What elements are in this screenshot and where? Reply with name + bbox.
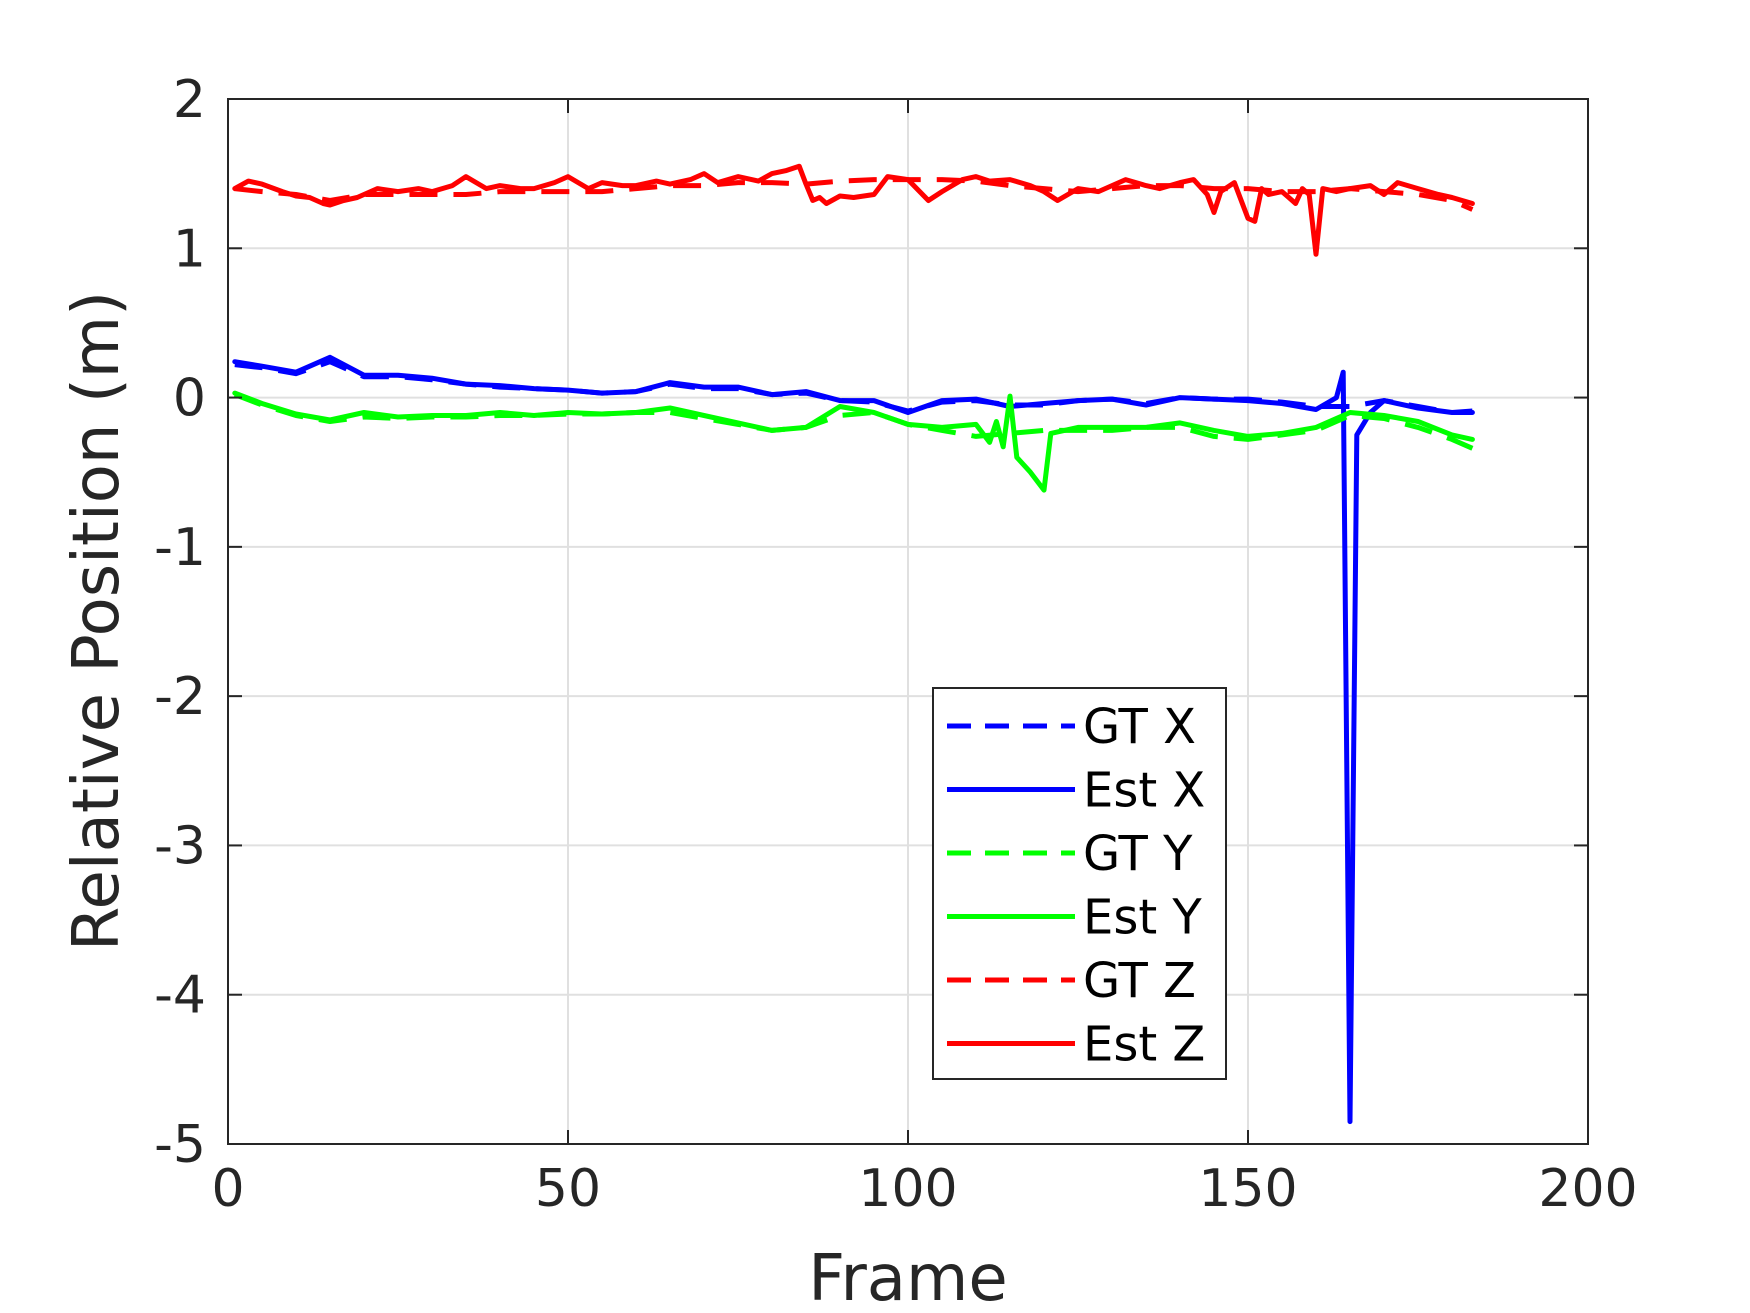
series-layer <box>232 163 1475 1125</box>
legend-label-1: Est X <box>1083 763 1205 819</box>
y-tick-label-7: -5 <box>154 1115 206 1175</box>
y-tick-label-0: 2 <box>173 70 206 130</box>
y-tick-label-4: -2 <box>154 667 206 727</box>
tick-labels: 0 50 100 150 200 2 1 0 -1 -2 -3 -4 -5 <box>154 70 1637 1219</box>
y-tick-label-3: -1 <box>154 518 206 578</box>
series-line-est-z <box>232 163 1475 257</box>
y-tick-label-6: -4 <box>154 966 206 1026</box>
y-tick-label-5: -3 <box>154 816 206 876</box>
x-tick-label-2: 100 <box>858 1159 957 1219</box>
legend-label-4: GT Z <box>1083 953 1196 1009</box>
series-line-gt-y <box>233 392 1474 451</box>
axes <box>227 98 1589 1145</box>
legend-label-3: Est Y <box>1083 890 1202 946</box>
x-tick-label-1: 50 <box>535 1159 601 1219</box>
y-axis-label: Relative Position (m) <box>60 291 134 951</box>
x-tick-label-0: 0 <box>211 1159 244 1219</box>
x-axis-label: Frame <box>808 1242 1007 1313</box>
legend-label-0: GT X <box>1083 699 1196 755</box>
y-tick-label-2: 0 <box>173 369 206 429</box>
series-line-est-x <box>232 354 1475 1125</box>
legend: GT X Est X GT Y Est Y GT Z Est Z <box>932 687 1227 1080</box>
grid <box>227 98 1589 1145</box>
x-tick-label-4: 200 <box>1538 1159 1637 1219</box>
x-tick-label-3: 150 <box>1198 1159 1297 1219</box>
series-line-est-y <box>232 390 1475 493</box>
y-tick-label-1: 1 <box>173 219 206 279</box>
legend-label-2: GT Y <box>1083 826 1193 882</box>
legend-label-5: Est Z <box>1083 1017 1205 1073</box>
legend-box <box>932 687 1227 1080</box>
series-line-gt-z <box>234 177 1474 212</box>
